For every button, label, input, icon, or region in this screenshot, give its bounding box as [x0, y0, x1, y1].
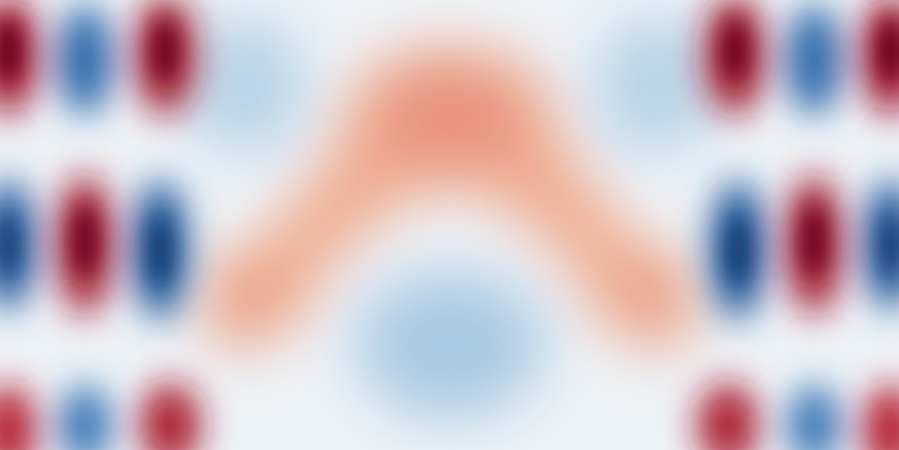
- central-field: [185, 15, 715, 420]
- cores: [0, 20, 899, 285]
